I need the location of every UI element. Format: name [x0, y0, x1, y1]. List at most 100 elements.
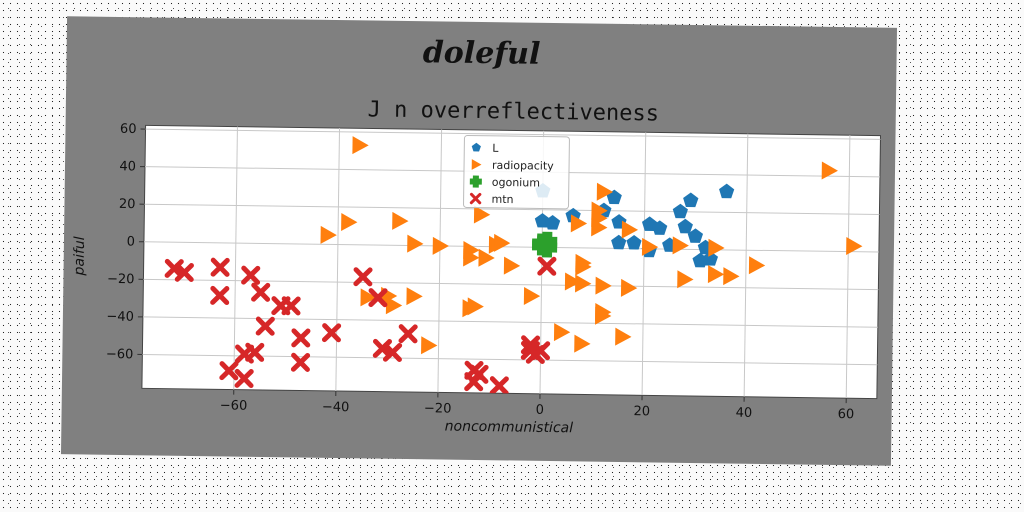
point-radiopacity	[467, 297, 484, 316]
x-axis-label: noncommunistical	[445, 419, 574, 437]
point-radiopacity	[621, 220, 639, 239]
point-radiopacity	[677, 270, 694, 289]
chart-title: J n overreflectiveness	[367, 97, 659, 126]
point-mtn	[241, 265, 261, 285]
point-l	[719, 183, 735, 199]
y-tick-label: 20	[119, 197, 136, 212]
point-radiopacity	[360, 288, 377, 307]
point-mtn	[234, 368, 254, 389]
legend-box	[463, 134, 570, 210]
point-radiopacity	[575, 257, 592, 276]
legend-label: ogonium	[492, 176, 540, 190]
point-radiopacity	[473, 205, 491, 224]
y-tick-label: −40	[106, 309, 134, 324]
point-mtn	[489, 376, 509, 396]
x-gridline	[743, 133, 749, 397]
point-radiopacity	[641, 237, 659, 256]
point-radiopacity	[553, 323, 571, 342]
point-radiopacity	[421, 336, 438, 355]
x-tick-label: 60	[838, 407, 855, 422]
point-radiopacity	[575, 274, 592, 293]
point-radiopacity	[821, 161, 838, 180]
point-radiopacity	[723, 267, 740, 286]
point-l	[702, 251, 719, 266]
point-l	[672, 203, 688, 219]
legend-marker	[469, 192, 482, 205]
point-radiopacity	[385, 296, 403, 315]
figure-card: doleful −60 −40 −20 0 20 40 60 −60 −40 −20 0 20 40 60…	[60, 16, 898, 466]
point-mtn	[353, 267, 373, 287]
y-tick-label: −60	[106, 347, 134, 362]
y-gridline	[142, 316, 878, 328]
y-gridline	[143, 241, 879, 253]
point-mtn	[382, 342, 403, 362]
x-tick-label: −40	[322, 400, 350, 415]
scatter-chart: −60 −40 −20 0 20 40 60 −60 −40 −20 0 20 40 60 J n over…	[71, 97, 882, 437]
point-mtn	[174, 262, 194, 283]
point-radiopacity	[564, 272, 582, 291]
y-tick-label: 40	[119, 159, 136, 174]
point-mtn	[281, 296, 301, 316]
point-radiopacity	[570, 214, 588, 233]
point-l	[692, 252, 708, 268]
point-mtn	[368, 288, 388, 308]
legend-label: L	[492, 142, 499, 155]
point-mtn	[537, 256, 557, 276]
point-radiopacity	[595, 276, 612, 295]
point-radiopacity	[407, 234, 424, 253]
y-tick-label: 0	[127, 235, 135, 250]
point-radiopacity	[707, 265, 725, 284]
x-gridline	[845, 135, 851, 399]
point-radiopacity	[320, 225, 337, 244]
point-radiopacity	[595, 306, 612, 325]
point-mtn	[210, 285, 230, 306]
point-radiopacity	[708, 238, 725, 257]
x-gridline	[233, 126, 238, 390]
x-tick-label: 40	[736, 406, 753, 421]
point-radiopacity	[523, 286, 541, 305]
x-tick-label: 0	[536, 403, 544, 418]
x-tick-label: 20	[633, 404, 650, 419]
x-gridline	[335, 128, 341, 392]
y-gridline	[145, 128, 881, 140]
point-radiopacity	[596, 182, 614, 201]
data-points	[164, 136, 863, 396]
y-tick-label: 60	[120, 122, 137, 137]
point-l	[677, 218, 693, 234]
point-radiopacity	[503, 256, 521, 275]
point-l	[652, 220, 668, 235]
x-gridline	[437, 129, 443, 393]
point-mtn	[234, 344, 255, 364]
point-radiopacity	[574, 334, 591, 353]
point-mtn	[531, 341, 551, 361]
legend-label: radiopacity	[492, 159, 554, 173]
point-radiopacity	[392, 211, 409, 230]
point-radiopacity	[432, 236, 449, 255]
y-gridline	[143, 278, 879, 291]
point-mtn	[210, 257, 230, 277]
point-radiopacity	[352, 136, 369, 155]
y-tick-label: −20	[107, 272, 135, 287]
point-mtn	[290, 352, 311, 372]
point-radiopacity	[493, 233, 511, 252]
point-l	[687, 228, 704, 243]
point-radiopacity	[463, 248, 480, 267]
point-mtn	[255, 316, 275, 336]
x-tick-label: −20	[424, 401, 452, 416]
point-l	[611, 234, 627, 250]
legend-marker	[471, 159, 482, 170]
point-mtn	[321, 323, 342, 343]
point-radiopacity	[591, 218, 608, 237]
point-l	[683, 192, 699, 208]
point-mtn	[219, 361, 239, 381]
point-radiopacity	[478, 248, 495, 267]
x-gridline	[641, 132, 647, 396]
point-radiopacity	[672, 236, 689, 255]
x-tick-label: −60	[220, 398, 248, 413]
point-l	[626, 234, 642, 250]
y-axis-label: paiful	[71, 236, 88, 276]
point-radiopacity	[846, 236, 863, 255]
point-mtn	[464, 372, 484, 392]
point-l	[544, 215, 561, 230]
